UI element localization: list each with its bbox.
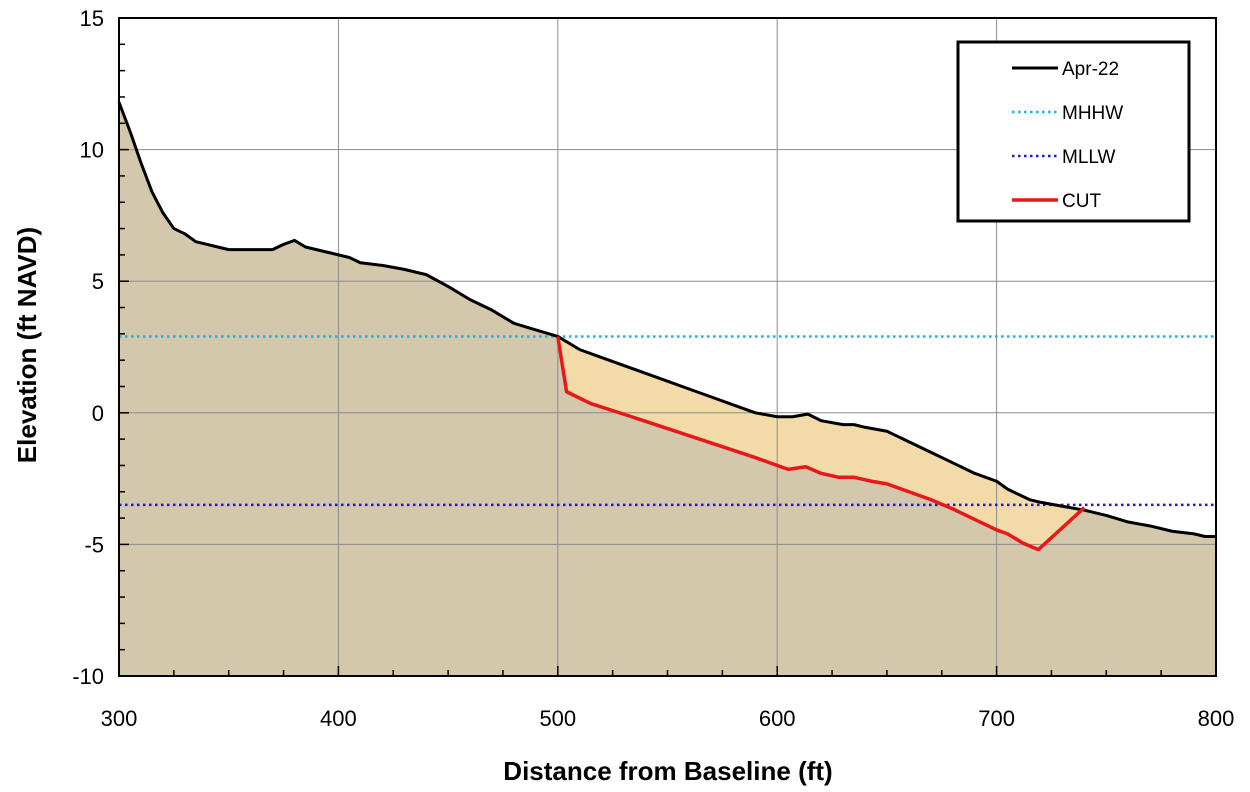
y-tick-label: 15 — [80, 6, 104, 31]
x-tick-label: 700 — [978, 706, 1015, 731]
y-tick-label: 5 — [92, 269, 104, 294]
legend-label-1: MHHW — [1062, 103, 1123, 124]
legend: Apr-22 MHHW MLLW CUT — [956, 40, 1191, 223]
x-tick-label: 800 — [1198, 706, 1235, 731]
legend-label-2: MLLW — [1062, 147, 1116, 168]
legend-label-3: CUT — [1062, 191, 1101, 212]
y-tick-label: -5 — [84, 532, 104, 557]
x-tick-label: 300 — [101, 706, 138, 731]
x-tick-label: 500 — [539, 706, 576, 731]
legend-box — [956, 40, 1191, 223]
x-tick-label: 400 — [320, 706, 357, 731]
x-tick-label: 600 — [759, 706, 796, 731]
y-tick-label: 10 — [80, 138, 104, 163]
y-tick-labels: -10 -5 0 5 10 15 — [72, 6, 104, 689]
y-tick-label: 0 — [92, 401, 104, 426]
legend-label-0: Apr-22 — [1062, 59, 1119, 80]
x-axis-title: Distance from Baseline (ft) — [503, 756, 832, 786]
series-line-apr-22 — [117, 101, 1216, 539]
x-tick-labels: 300 400 500 600 700 800 — [101, 706, 1235, 731]
y-tick-label: -10 — [72, 664, 104, 689]
plot-border — [118, 17, 1217, 677]
series-line-cut — [556, 336, 1086, 552]
y-axis-title: Elevation (ft NAVD) — [12, 227, 42, 463]
series-lines — [117, 101, 1216, 552]
